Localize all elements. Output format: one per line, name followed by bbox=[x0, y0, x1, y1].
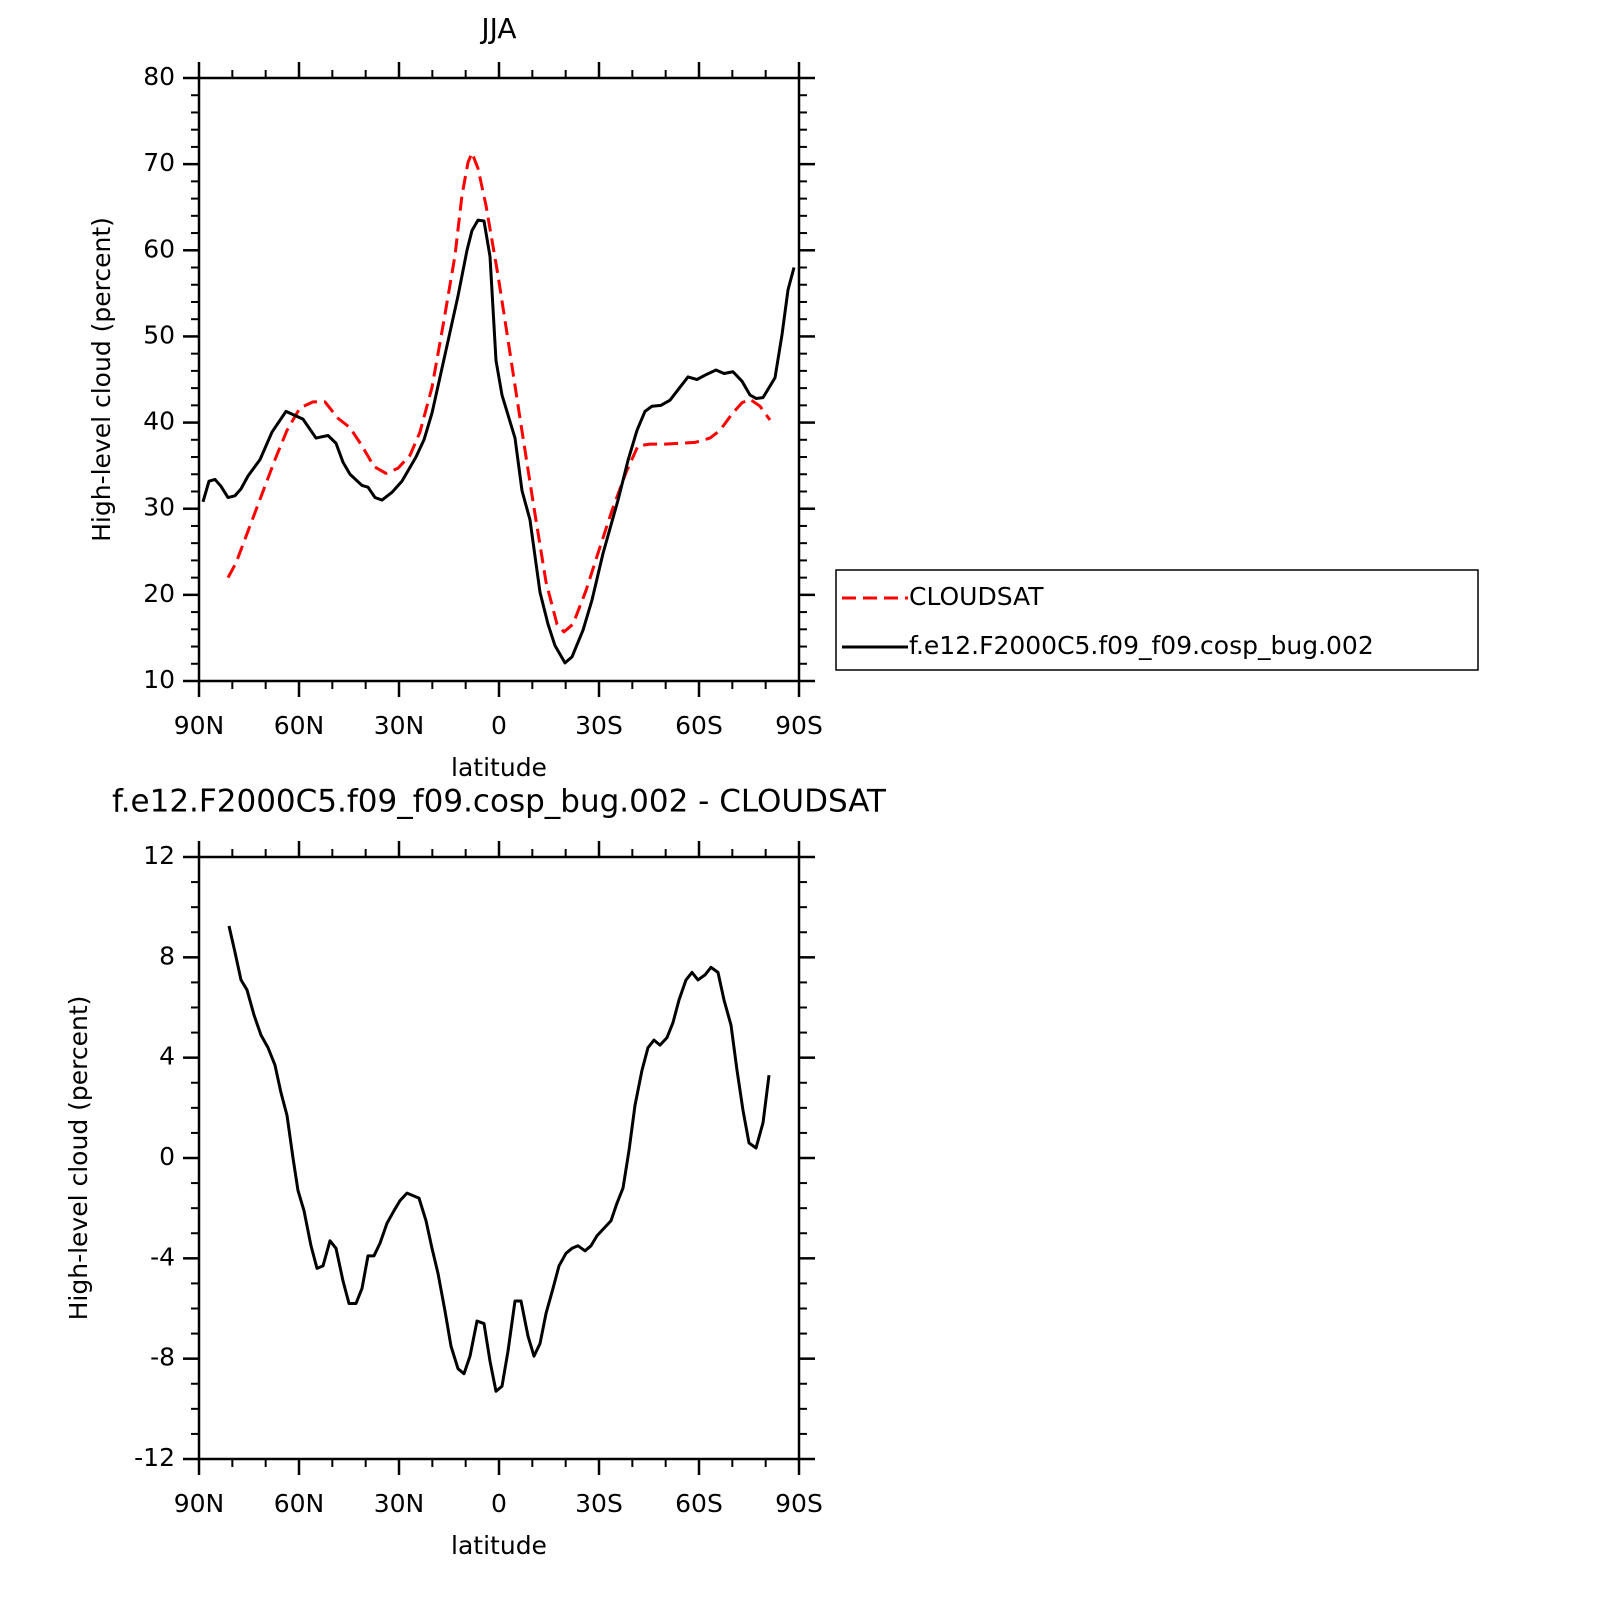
data-line bbox=[227, 925, 771, 1393]
x-axis-label: latitude bbox=[451, 1531, 547, 1560]
y-tick-label: 50 bbox=[143, 320, 175, 349]
y-tick-label: 10 bbox=[143, 665, 175, 694]
chart-title: f.e12.F2000C5.f09_f09.cosp_bug.002 - CLO… bbox=[112, 784, 887, 820]
y-tick-label: 0 bbox=[159, 1142, 175, 1171]
x-tick-label: 60N bbox=[274, 1489, 325, 1518]
y-axis-label: High-level cloud (percent) bbox=[87, 217, 116, 542]
x-tick-label: 90S bbox=[775, 711, 823, 740]
x-axis-label: latitude bbox=[451, 753, 547, 782]
y-tick-label: 40 bbox=[143, 407, 175, 436]
x-tick-label: 90N bbox=[174, 711, 225, 740]
y-tick-label: -4 bbox=[150, 1242, 175, 1271]
legend-label: CLOUDSAT bbox=[909, 582, 1044, 611]
y-tick-label: 30 bbox=[143, 493, 175, 522]
x-tick-label: 0 bbox=[491, 711, 507, 740]
data-line bbox=[226, 151, 772, 634]
plot-frame bbox=[197, 855, 801, 1461]
legend-label: f.e12.F2000C5.f09_f09.cosp_bug.002 bbox=[909, 631, 1374, 660]
y-tick-label: 70 bbox=[143, 148, 175, 177]
legend: CLOUDSAT f.e12.F2000C5.f09_f09.cosp_bug.0… bbox=[835, 569, 1479, 671]
y-tick-label: 12 bbox=[143, 841, 175, 870]
x-tick-label: 0 bbox=[491, 1489, 507, 1518]
x-tick-label: 30N bbox=[374, 711, 425, 740]
x-tick-label: 60N bbox=[274, 711, 325, 740]
chart-title: JJA bbox=[479, 12, 516, 45]
x-tick-label: 30S bbox=[575, 1489, 623, 1518]
x-tick-label: 90N bbox=[174, 1489, 225, 1518]
y-tick-label: 60 bbox=[143, 234, 175, 263]
x-tick-label: 60S bbox=[675, 1489, 723, 1518]
y-tick-label: 80 bbox=[143, 62, 175, 91]
y-axis-label: High-level cloud (percent) bbox=[64, 996, 93, 1321]
x-tick-label: 60S bbox=[675, 711, 723, 740]
y-tick-label: -12 bbox=[134, 1443, 175, 1472]
y-tick-label: 4 bbox=[159, 1042, 175, 1071]
y-tick-label: -8 bbox=[150, 1343, 175, 1372]
y-tick-label: 8 bbox=[159, 941, 175, 970]
y-tick-label: 20 bbox=[143, 579, 175, 608]
legend-box bbox=[835, 569, 1479, 671]
x-tick-label: 90S bbox=[775, 1489, 823, 1518]
x-tick-label: 30N bbox=[374, 1489, 425, 1518]
x-tick-label: 30S bbox=[575, 711, 623, 740]
data-line bbox=[201, 218, 796, 665]
